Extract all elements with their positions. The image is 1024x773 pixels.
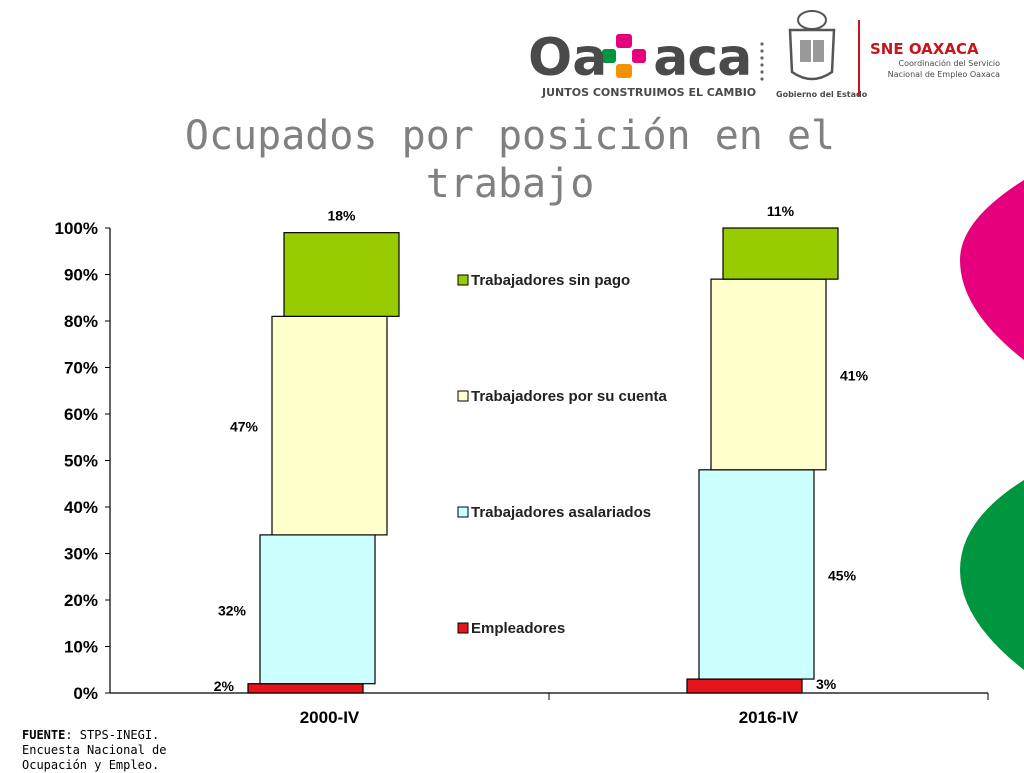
legend-swatch [457, 506, 469, 518]
x-tick-label: 2000-IV [300, 708, 360, 725]
decorative-petals [960, 180, 1024, 670]
y-tick-label: 10% [64, 638, 98, 657]
x-tick-label: 2016-IV [739, 708, 799, 725]
state-seal-icon [788, 10, 836, 81]
y-tick-label: 80% [64, 312, 98, 331]
y-tick-label: 90% [64, 266, 98, 285]
y-tick-label: 70% [64, 359, 98, 378]
oaxaca-flower-icon [602, 34, 646, 78]
dotted-separator [760, 42, 764, 81]
bar-segment [283, 232, 400, 317]
bar-segment [247, 683, 364, 694]
page-title: Ocupados por posición en el trabajo [184, 113, 836, 207]
legend-swatch [457, 622, 469, 634]
legend-label: Trabajadores asalariados [471, 504, 651, 521]
data-label: 2% [214, 678, 235, 694]
data-label: 18% [327, 208, 356, 224]
data-label: 3% [816, 676, 837, 692]
y-tick-label: 60% [64, 405, 98, 424]
chart-bars [247, 227, 839, 694]
sne-subtitle-line-2: Nacional de Empleo Oaxaca [887, 70, 1000, 79]
bar-segment [259, 534, 376, 685]
data-label: 47% [230, 419, 259, 435]
legend-swatch [457, 390, 469, 402]
bar-segment [271, 315, 388, 536]
bar-segment [698, 469, 815, 680]
chart-axes: 0% 10% 20% 30% 40% 50% 60% 70% 80% 90% 100% 2000-IV… [55, 219, 989, 725]
chart-legend: Trabajadores sin pago Trabajadores por su… [457, 272, 668, 637]
header-logos: Oa aca JUNTOS CONSTRUIMOS EL CAMBIO Gobie… [520, 6, 1000, 102]
legend-swatch [457, 274, 469, 286]
y-tick-label: 20% [64, 591, 98, 610]
data-label: 11% [767, 203, 795, 219]
stacked-bar-chart: 0% 10% 20% 30% 40% 50% 60% 70% 80% 90% 100% 2000-IV… [55, 203, 989, 725]
bar-segment [722, 227, 839, 280]
slogan-text: JUNTOS CONSTRUIMOS EL CAMBIO [542, 86, 757, 99]
gov-label: Gobierno del Estado [776, 90, 868, 99]
bar-segment [710, 278, 827, 471]
chart-data-labels: 2% 32% 47% 18% 3% 45% 41% 11% [214, 203, 869, 694]
data-label: 32% [218, 602, 247, 618]
data-label: 45% [828, 567, 857, 583]
logo-divider [858, 20, 860, 96]
y-tick-label: 0% [73, 684, 98, 703]
y-tick-label: 50% [64, 452, 98, 471]
legend-label: Trabajadores por su cuenta [471, 388, 668, 405]
legend-label: Trabajadores sin pago [471, 272, 630, 289]
sne-title: SNE OAXACA [870, 40, 979, 58]
source-note: FUENTE: STPS-INEGI. Encuesta Nacional de… [22, 728, 212, 773]
source-label: FUENTE [22, 728, 66, 742]
bar-segment [686, 678, 803, 694]
y-tick-label: 40% [64, 498, 98, 517]
sne-subtitle: Coordinación del Servicio Nacional de Em… [870, 58, 1000, 80]
oaxaca-logo-text: Oa aca [528, 28, 752, 88]
data-label: 41% [840, 367, 869, 383]
legend-label: Empleadores [471, 620, 565, 637]
sne-subtitle-line-1: Coordinación del Servicio [898, 59, 1000, 68]
y-tick-label: 30% [64, 545, 98, 564]
y-tick-label: 100% [55, 219, 98, 238]
